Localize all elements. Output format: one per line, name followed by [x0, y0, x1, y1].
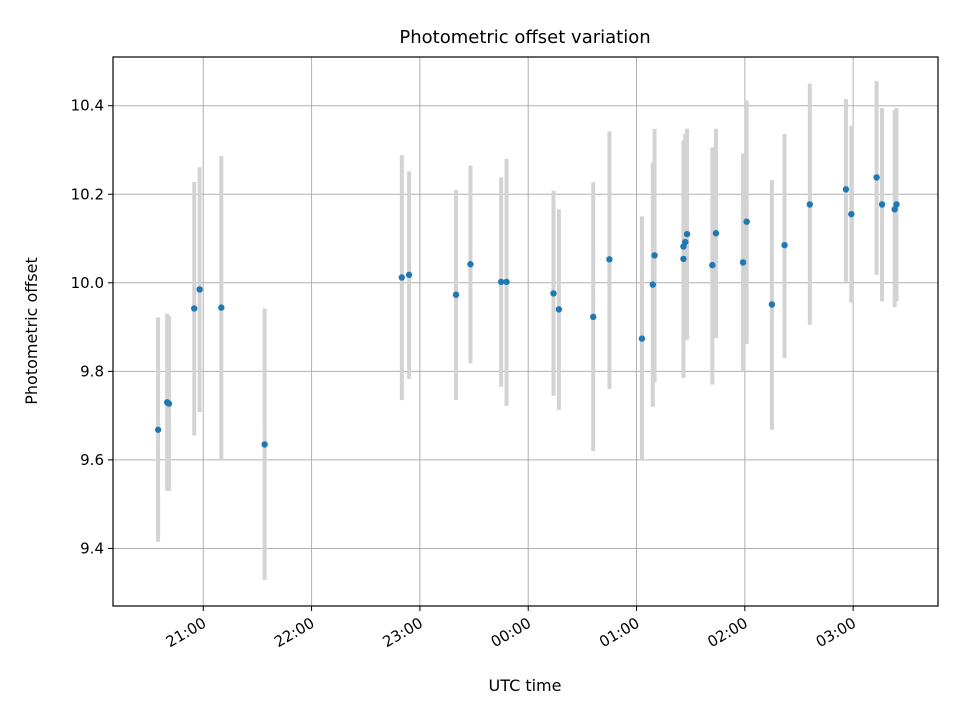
data-point	[682, 238, 689, 246]
data-point	[683, 230, 691, 238]
data-point	[842, 186, 850, 193]
data-point	[555, 306, 563, 313]
data-point	[873, 174, 880, 181]
data-point	[712, 230, 720, 237]
y-tick-label: 10.2	[71, 185, 104, 203]
data-point	[196, 286, 203, 293]
data-point	[589, 313, 597, 321]
data-point	[154, 426, 162, 433]
data-point	[452, 291, 460, 298]
data-point	[680, 255, 687, 263]
y-tick-label: 9.6	[80, 451, 104, 469]
data-point	[893, 201, 900, 208]
data-point	[651, 252, 658, 259]
data-point	[848, 210, 855, 218]
x-axis-label: UTC time	[489, 676, 562, 695]
data-point	[165, 400, 173, 407]
y-axis: 9.4 9.6 9.8 10.0 10.2 10.4	[71, 97, 113, 557]
data-point	[781, 241, 788, 249]
data-point	[261, 441, 268, 448]
data-point	[806, 201, 814, 208]
data-point	[709, 261, 716, 269]
data-point	[405, 271, 413, 279]
data-point	[891, 206, 898, 213]
data-point	[550, 290, 557, 297]
data-point	[606, 256, 613, 263]
data-point	[497, 278, 505, 286]
chart-title: Photometric offset variation	[399, 27, 650, 48]
y-tick-label: 9.8	[80, 362, 104, 380]
data-point	[649, 281, 656, 288]
plot-frame	[112, 56, 939, 607]
data-point	[768, 301, 776, 308]
data-points	[154, 174, 900, 448]
data-point	[743, 218, 750, 225]
data-point	[398, 274, 406, 281]
data-point	[467, 261, 474, 268]
data-point	[638, 335, 646, 342]
data-point	[739, 259, 747, 266]
data-point	[503, 278, 510, 286]
y-tick-label: 10.4	[71, 97, 104, 115]
data-point	[218, 304, 225, 311]
y-axis-label: Photometric offset	[22, 257, 41, 405]
data-point	[878, 201, 886, 208]
y-tick-label: 9.4	[80, 539, 104, 557]
y-tick-label: 10.0	[71, 274, 104, 292]
data-point	[191, 305, 198, 312]
